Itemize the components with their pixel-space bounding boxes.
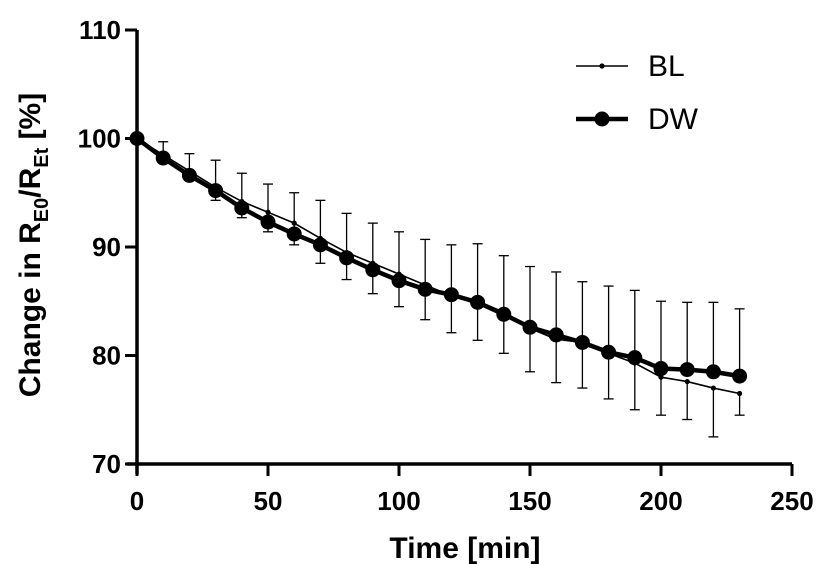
data-point-dw	[522, 319, 538, 335]
legend-label-dw: DW	[648, 103, 699, 136]
data-point-dw	[234, 200, 250, 216]
x-tick-label: 200	[639, 486, 682, 516]
legend-label-bl: BL	[648, 50, 685, 83]
series-points-bl	[134, 135, 743, 397]
data-point-dw	[732, 368, 748, 384]
data-point-dw	[286, 226, 302, 242]
data-point-dw	[601, 344, 617, 360]
data-point-dw	[339, 250, 355, 266]
data-point-dw	[417, 281, 433, 297]
series-line-dw	[135, 136, 740, 379]
series-points-dw	[129, 131, 748, 384]
data-point-bl	[737, 390, 743, 397]
data-point-bl	[684, 378, 690, 385]
data-point-bl	[710, 385, 717, 391]
data-point-bl	[265, 209, 271, 215]
x-tick-label: 0	[130, 486, 144, 516]
y-tick-label: 90	[92, 232, 121, 262]
data-point-dw	[312, 237, 328, 253]
y-axis-title: Change in RE0/REt [%]	[14, 93, 53, 397]
error-bars-dw	[158, 141, 745, 377]
data-point-dw	[574, 334, 590, 350]
legend-item-bl: BL	[576, 50, 685, 83]
plot-area	[129, 131, 748, 438]
x-axis-title: Time [min]	[389, 532, 540, 564]
data-point-dw	[496, 306, 512, 322]
data-point-dw	[208, 183, 224, 199]
data-point-dw	[679, 362, 695, 378]
data-point-dw	[627, 350, 643, 366]
data-point-dw	[365, 262, 381, 278]
data-point-dw	[705, 364, 721, 380]
legend-item-dw: DW	[576, 103, 699, 136]
legend: BL DW	[576, 50, 699, 136]
data-point-dw	[443, 287, 459, 303]
x-tick-label: 50	[254, 486, 283, 516]
data-point-dw	[470, 294, 486, 310]
data-point-dw	[391, 273, 407, 289]
y-tick-label: 100	[78, 124, 121, 154]
data-point-dw	[181, 167, 197, 183]
data-point-dw	[548, 327, 564, 343]
x-tick-label: 100	[377, 486, 420, 516]
y-tick-label: 110	[79, 15, 121, 45]
data-point-dw	[653, 361, 669, 377]
y-tick-label: 70	[92, 449, 121, 479]
data-point-bl	[291, 220, 297, 226]
axes: 70 80 90 100 110 0 50 100 150 200 250	[78, 15, 814, 516]
y-tick-label: 80	[92, 341, 121, 371]
series-line-bl	[136, 137, 740, 395]
data-point-dw	[260, 214, 276, 230]
x-tick-label: 250	[770, 486, 813, 516]
data-point-dw	[155, 150, 171, 166]
x-tick-label: 150	[508, 486, 551, 516]
